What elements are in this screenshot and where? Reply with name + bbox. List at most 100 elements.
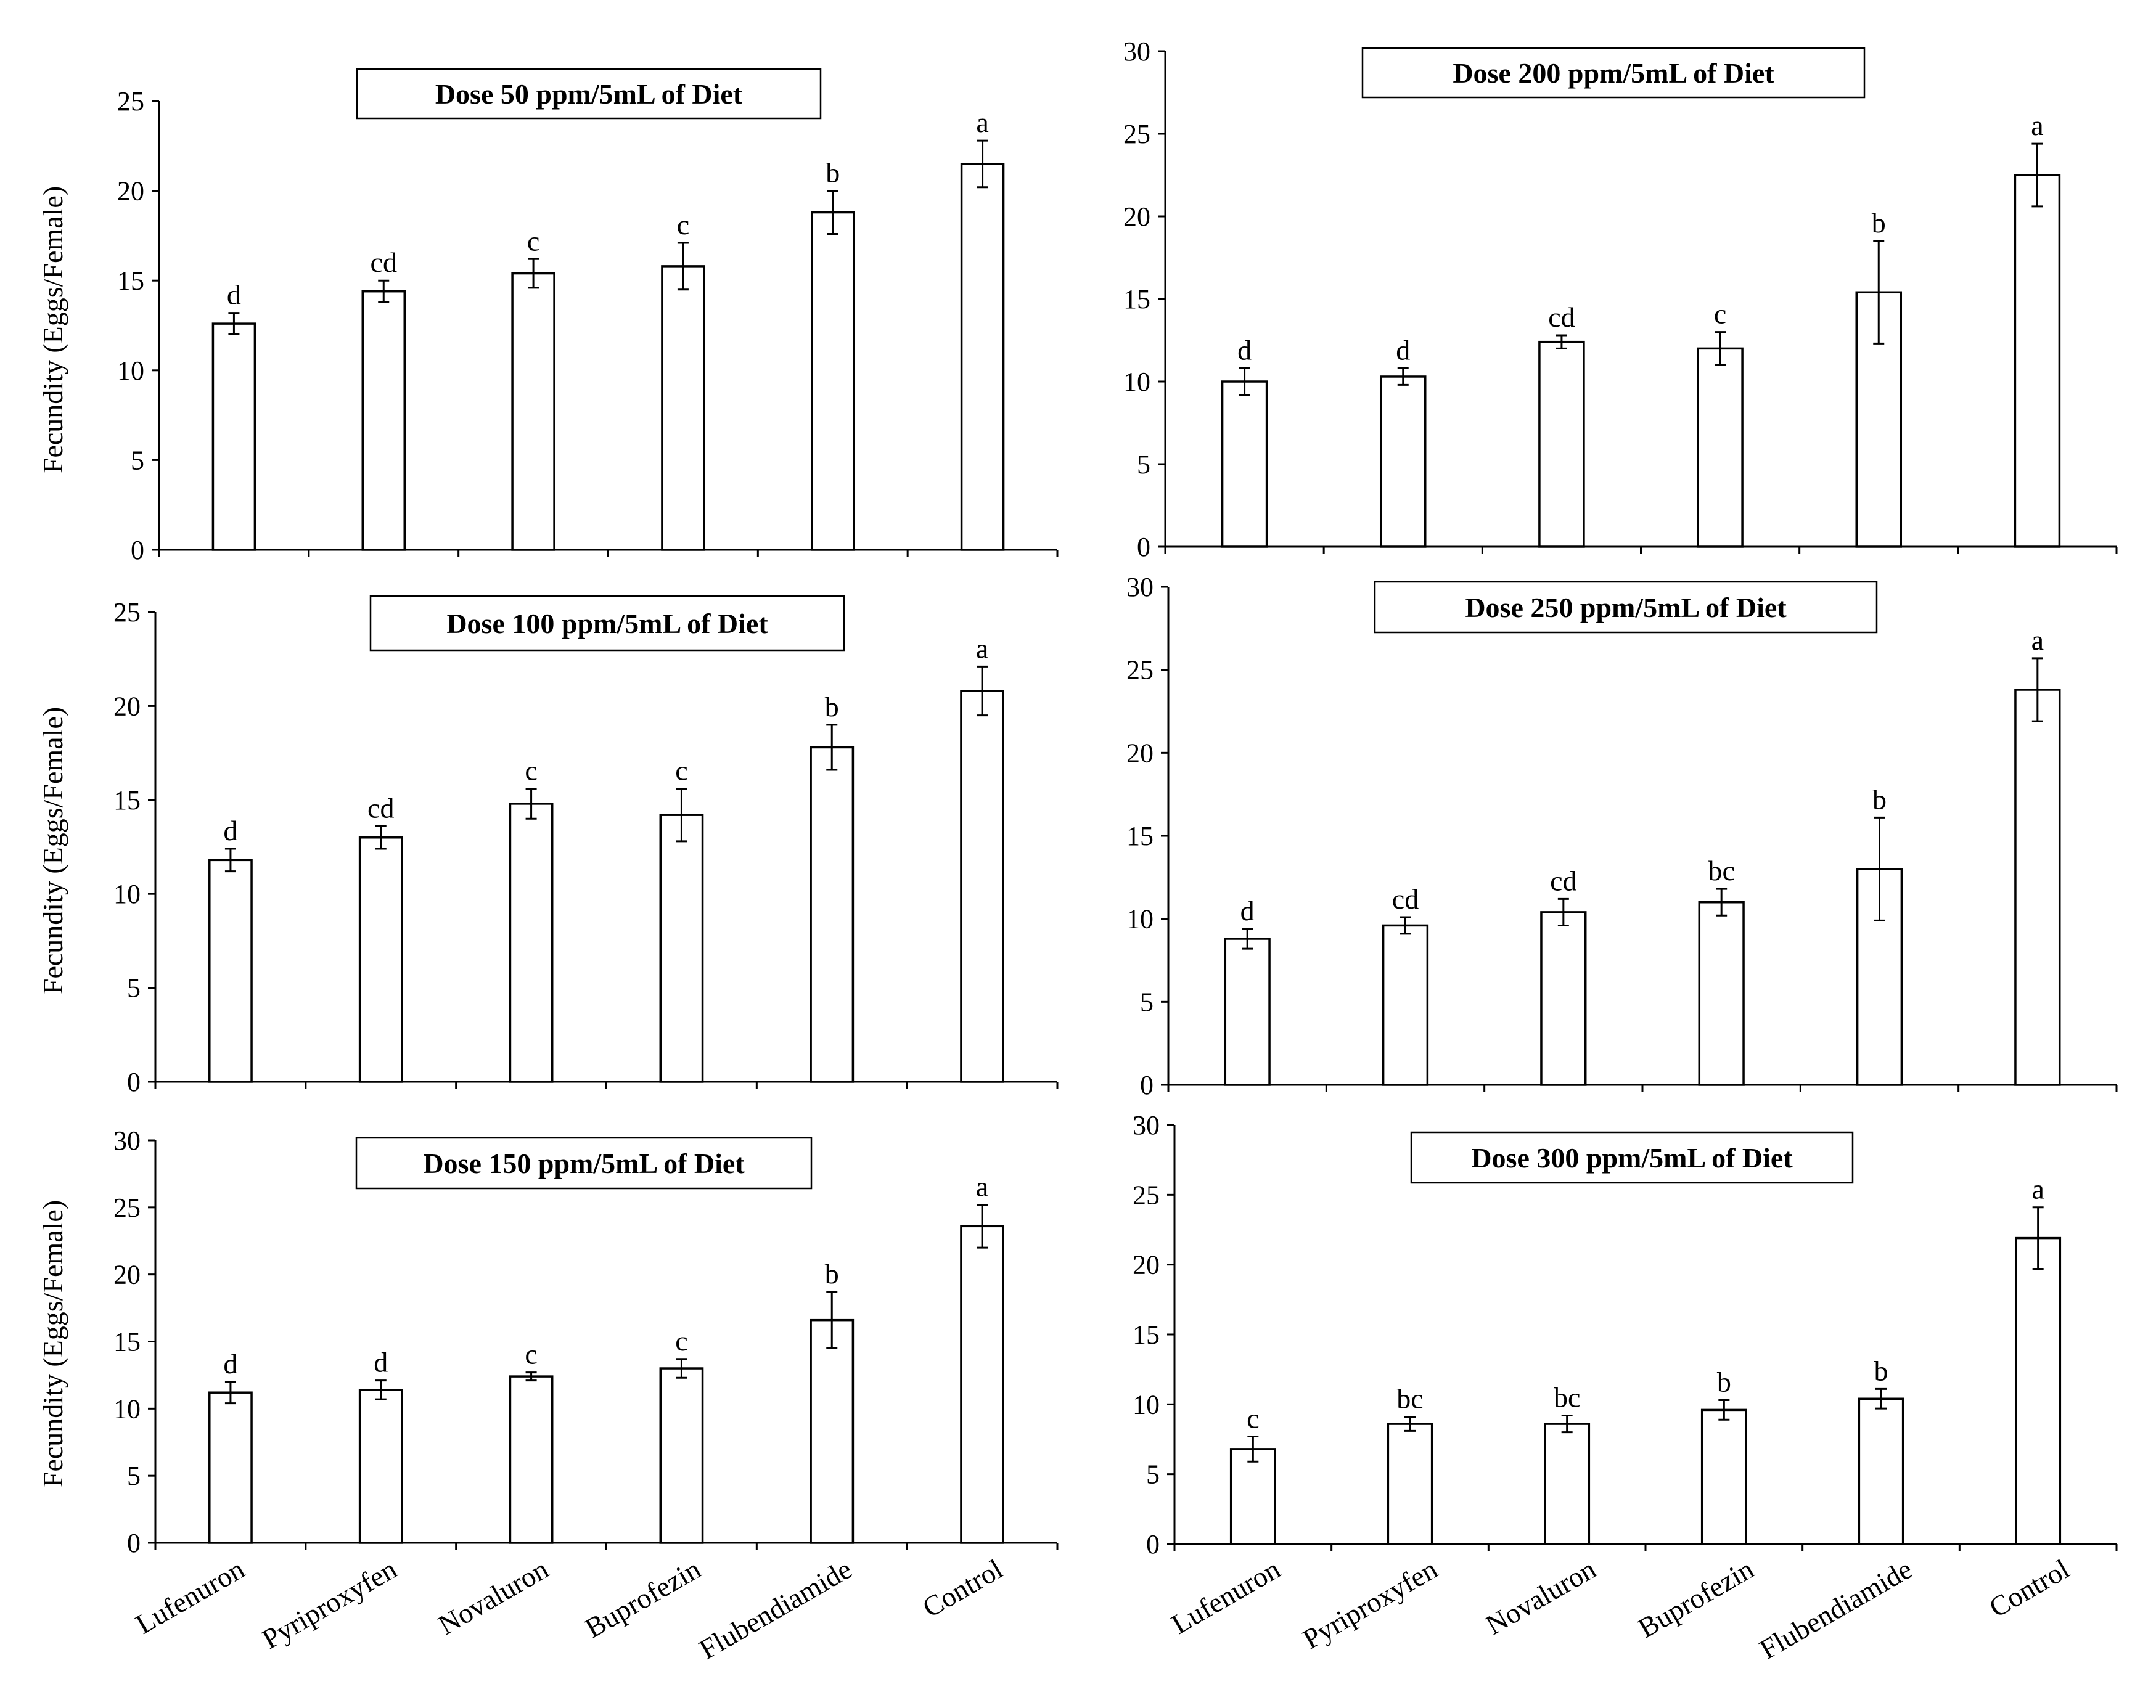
significance-letter: b <box>826 157 840 189</box>
chart-panel: 0 5 10 15 20 25 30 d cd cd bc b a Dose 250 ppm/5mL of… <box>1126 572 2118 1100</box>
chart-panel: 0 5 10 15 20 25 30 d d c c b a Dose 150 ppm/5mL of Di… <box>37 1126 1059 1558</box>
chart-panel: 0 5 10 15 20 25 d cd c c b a Dose 50 ppm/5mL of Diet… <box>37 68 1059 565</box>
significance-letter: a <box>976 632 988 664</box>
significance-letter: c <box>1247 1402 1259 1434</box>
chart-title: Dose 150 ppm/5mL of Diet <box>423 1148 745 1179</box>
significance-letter: d <box>374 1347 388 1378</box>
y-tick-label: 5 <box>1146 1460 1160 1490</box>
significance-letter: c <box>675 755 687 787</box>
bar <box>661 265 705 551</box>
bar <box>1697 347 1744 548</box>
bar <box>1382 924 1429 1086</box>
y-tick-label: 10 <box>1123 367 1150 397</box>
significance-letter: bc <box>1554 1381 1580 1413</box>
significance-letter: cd <box>371 247 397 278</box>
y-tick-label: 15 <box>1133 1320 1160 1350</box>
significance-letter: cd <box>1548 301 1575 333</box>
bar <box>1540 911 1587 1086</box>
y-tick-label: 5 <box>131 445 144 475</box>
significance-letter: b <box>1872 783 1887 815</box>
y-tick-label: 0 <box>127 1067 141 1097</box>
significance-letter: c <box>527 225 539 256</box>
bar <box>960 1225 1004 1544</box>
bar <box>358 836 403 1083</box>
significance-letter: d <box>1237 335 1252 366</box>
significance-letter: b <box>825 691 839 722</box>
bar <box>659 1367 704 1544</box>
y-tick-label: 25 <box>113 597 141 627</box>
bar <box>2014 689 2061 1086</box>
chart-panel: 0 5 10 15 20 25 30 c bc bc b b a Dose 300 ppm/5mL of … <box>1133 1110 2118 1559</box>
y-tick-label: 25 <box>113 1193 141 1223</box>
y-tick-label: 5 <box>127 973 141 1003</box>
chart-panel: 0 5 10 15 20 25 d cd c c b a Dose 100 ppm/5mL of Die… <box>37 595 1059 1097</box>
bar <box>1379 375 1427 548</box>
bar <box>1544 1423 1591 1545</box>
bar <box>509 1375 554 1544</box>
bar <box>208 859 253 1083</box>
y-axis-label: Fecundity (Eggs/Female) <box>37 1200 68 1487</box>
bar <box>960 163 1005 551</box>
chart-title-box <box>1361 47 1866 99</box>
chart-title: Dose 250 ppm/5mL of Diet <box>1465 592 1787 623</box>
y-tick-label: 15 <box>113 785 141 815</box>
y-tick-label: 30 <box>113 1126 141 1156</box>
significance-letter: a <box>2031 110 2043 141</box>
bar <box>358 1389 403 1544</box>
bar <box>1387 1423 1433 1545</box>
bar <box>2015 1236 2062 1545</box>
significance-letter: cd <box>367 792 394 823</box>
chart-title: Dose 50 ppm/5mL of Diet <box>435 78 743 110</box>
bar <box>361 290 406 551</box>
y-tick-label: 25 <box>117 86 144 116</box>
bar <box>810 1318 855 1544</box>
significance-letter: d <box>1396 335 1410 366</box>
significance-letter: a <box>976 1171 988 1202</box>
significance-letter: c <box>525 1339 537 1370</box>
chart-title: Dose 300 ppm/5mL of Diet <box>1471 1142 1793 1174</box>
significance-letter: bc <box>1396 1383 1423 1415</box>
y-tick-label: 5 <box>1140 987 1154 1017</box>
bar <box>1224 938 1271 1086</box>
significance-letter: cd <box>1392 883 1419 915</box>
significance-letter: d <box>223 1348 237 1379</box>
bar <box>211 322 256 551</box>
y-tick-label: 20 <box>1133 1250 1160 1280</box>
y-axis-label: Fecundity (Eggs/Female) <box>37 186 68 473</box>
bar <box>1538 340 1585 548</box>
bar <box>509 803 554 1083</box>
bar <box>1229 1448 1276 1545</box>
chart-title-box <box>369 595 845 652</box>
y-tick-label: 0 <box>1140 1070 1154 1100</box>
significance-letter: d <box>1240 895 1255 926</box>
y-tick-label: 0 <box>1146 1529 1160 1559</box>
significance-letter: d <box>223 815 237 846</box>
y-tick-label: 5 <box>127 1461 141 1491</box>
y-tick-label: 5 <box>1137 449 1150 480</box>
y-tick-label: 0 <box>1137 532 1150 562</box>
y-tick-label: 15 <box>113 1327 141 1357</box>
significance-letter: cd <box>1550 865 1576 896</box>
chart-title-box <box>1374 581 1878 634</box>
chart-title-box <box>1410 1131 1854 1184</box>
y-tick-label: 10 <box>113 879 141 909</box>
significance-letter: a <box>2031 624 2044 656</box>
y-tick-label: 30 <box>1126 572 1154 602</box>
y-axis-label: Fecundity (Eggs/Female) <box>37 707 68 994</box>
significance-letter: bc <box>1708 855 1734 886</box>
y-tick-label: 15 <box>1123 284 1150 314</box>
y-tick-label: 10 <box>1133 1389 1160 1420</box>
y-tick-label: 15 <box>117 266 144 296</box>
bar <box>1700 1408 1747 1545</box>
y-tick-label: 25 <box>1133 1180 1160 1210</box>
significance-letter: c <box>675 1325 687 1357</box>
chart-title: Dose 200 ppm/5mL of Diet <box>1453 57 1774 89</box>
bar <box>1698 901 1745 1086</box>
significance-letter: a <box>2031 1174 2044 1205</box>
significance-letter: b <box>1874 1355 1888 1386</box>
significance-letter: c <box>1714 298 1726 330</box>
significance-letter: a <box>976 107 988 138</box>
bar <box>1221 380 1268 548</box>
